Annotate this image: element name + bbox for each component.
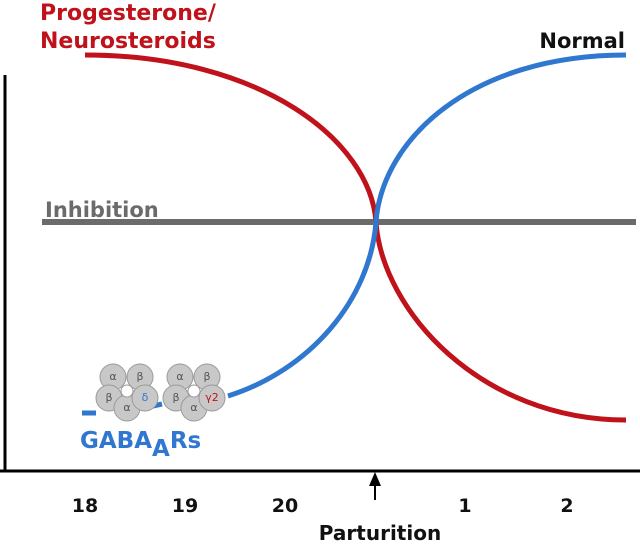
progesterone-curve (84, 52, 627, 423)
x-tick-label: 19 (172, 495, 198, 517)
x-tick-label: 18 (72, 495, 98, 517)
label-progesterone: Progesterone/ (40, 1, 217, 26)
label-inhibition: Inhibition (45, 198, 159, 222)
gabaa-suffix: Rs (170, 428, 201, 454)
subunit-label: δ (142, 391, 149, 404)
x-ticks: 18 19 20 1 2 (72, 495, 574, 517)
x-tick-label: 2 (560, 495, 573, 517)
x-tick-label: 1 (458, 495, 471, 517)
label-normal: Normal (539, 29, 625, 53)
subunit-label: α (123, 401, 130, 414)
subunit-label: β (203, 370, 210, 383)
subunit-label: β (105, 391, 112, 404)
gabaa-text: GABA (80, 428, 152, 454)
arrow-head (369, 472, 381, 486)
label-neurosteroids: Neurosteroids (40, 29, 216, 54)
subunit (131, 384, 159, 412)
subunit (198, 384, 226, 412)
pore (120, 384, 134, 398)
subunit-label: α (109, 370, 116, 383)
label-parturition: Parturition (319, 521, 441, 544)
gabaa-curve (227, 52, 627, 399)
pore (187, 384, 201, 398)
label-gabaa: GABAARs (80, 428, 201, 462)
subunit-label: β (172, 391, 179, 404)
x-tick-label: 20 (272, 495, 298, 517)
subunit-label: α (176, 370, 183, 383)
subunit-label: γ2 (205, 391, 219, 404)
subunit-label: β (136, 370, 143, 383)
gabaa-subscript: A (152, 436, 170, 462)
subunit-label: α (190, 401, 197, 414)
